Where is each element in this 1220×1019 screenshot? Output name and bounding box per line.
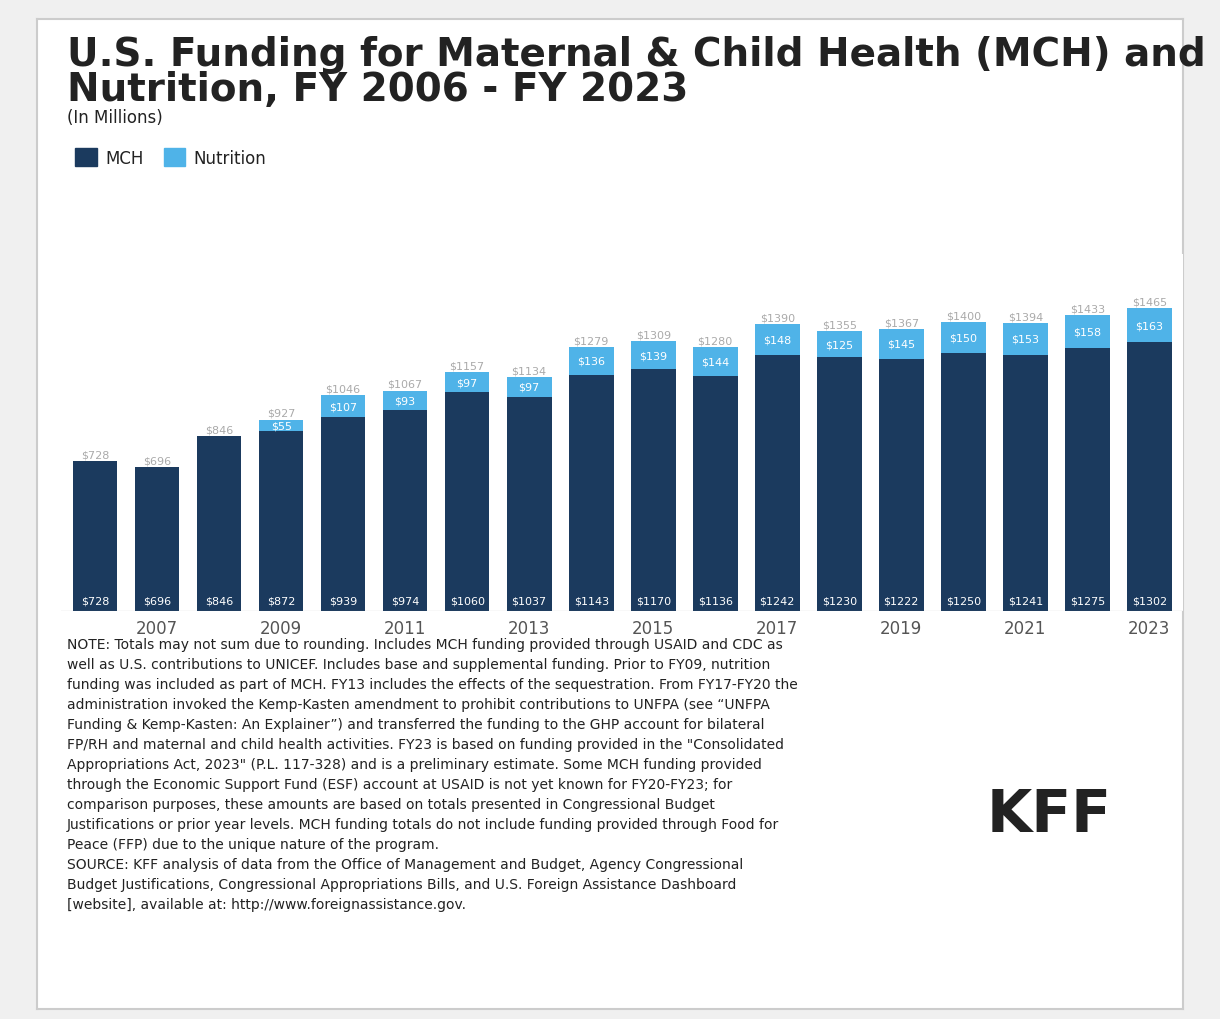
Bar xyxy=(383,411,427,611)
Bar xyxy=(445,373,489,392)
Bar xyxy=(1003,356,1048,611)
Bar xyxy=(321,395,366,418)
Bar xyxy=(134,468,179,611)
Text: $1157: $1157 xyxy=(450,361,484,371)
Text: $1309: $1309 xyxy=(636,330,671,339)
Text: $158: $158 xyxy=(1074,327,1102,337)
Text: $696: $696 xyxy=(143,457,171,466)
Bar xyxy=(817,358,861,611)
Bar xyxy=(1127,342,1171,611)
Bar xyxy=(693,347,738,377)
Bar xyxy=(569,347,614,376)
Bar xyxy=(755,325,799,356)
Text: $974: $974 xyxy=(390,596,420,606)
Text: $696: $696 xyxy=(143,596,171,606)
Text: $1241: $1241 xyxy=(1008,596,1043,606)
Bar xyxy=(259,420,304,431)
Bar xyxy=(941,323,986,354)
Text: $1390: $1390 xyxy=(760,313,794,323)
Text: $145: $145 xyxy=(887,339,915,350)
Bar xyxy=(693,377,738,611)
Text: $1355: $1355 xyxy=(822,320,856,330)
Text: $144: $144 xyxy=(702,358,730,367)
Text: $1275: $1275 xyxy=(1070,596,1105,606)
Text: $1367: $1367 xyxy=(883,318,919,328)
Text: $93: $93 xyxy=(394,395,416,406)
Bar xyxy=(1065,316,1110,348)
Text: $728: $728 xyxy=(81,449,110,460)
Bar xyxy=(196,437,242,611)
Text: $1170: $1170 xyxy=(636,596,671,606)
Text: Nutrition, FY 2006 - FY 2023: Nutrition, FY 2006 - FY 2023 xyxy=(67,71,688,109)
Text: $939: $939 xyxy=(329,596,357,606)
Text: $1433: $1433 xyxy=(1070,304,1105,314)
Text: $1250: $1250 xyxy=(946,596,981,606)
Bar xyxy=(878,360,924,611)
Text: $163: $163 xyxy=(1136,321,1164,331)
Text: $1222: $1222 xyxy=(883,596,919,606)
Text: $148: $148 xyxy=(762,335,792,344)
Bar xyxy=(817,332,861,358)
Text: $1143: $1143 xyxy=(573,596,609,606)
Text: $1279: $1279 xyxy=(573,336,609,345)
Text: $97: $97 xyxy=(518,382,539,392)
Text: $1136: $1136 xyxy=(698,596,733,606)
Bar xyxy=(73,462,117,611)
Text: $1037: $1037 xyxy=(511,596,547,606)
Text: $97: $97 xyxy=(456,378,478,387)
Bar xyxy=(506,377,551,397)
Legend: MCH, Nutrition: MCH, Nutrition xyxy=(76,149,266,167)
Text: $153: $153 xyxy=(1011,334,1039,344)
Bar xyxy=(878,329,924,360)
Text: $139: $139 xyxy=(639,351,667,361)
Text: $927: $927 xyxy=(267,409,295,419)
Text: $1465: $1465 xyxy=(1132,298,1166,308)
Bar xyxy=(1003,324,1048,356)
Text: $55: $55 xyxy=(271,421,292,431)
Bar xyxy=(941,354,986,611)
Text: $1280: $1280 xyxy=(698,335,733,345)
Text: $1134: $1134 xyxy=(511,366,547,376)
Bar xyxy=(1065,348,1110,611)
Text: $1242: $1242 xyxy=(760,596,795,606)
Text: $136: $136 xyxy=(577,357,605,367)
Bar xyxy=(321,418,366,611)
Bar xyxy=(506,397,551,611)
Text: $846: $846 xyxy=(205,596,233,606)
Text: NOTE: Totals may not sum due to rounding. Includes MCH funding provided through : NOTE: Totals may not sum due to rounding… xyxy=(67,637,798,911)
Text: $1394: $1394 xyxy=(1008,312,1043,322)
Bar xyxy=(755,356,799,611)
Bar xyxy=(569,376,614,611)
Text: $872: $872 xyxy=(267,596,295,606)
Text: $1046: $1046 xyxy=(326,384,361,394)
Text: $150: $150 xyxy=(949,333,977,343)
Text: KFF: KFF xyxy=(987,787,1111,844)
Text: $125: $125 xyxy=(825,339,853,350)
Bar xyxy=(445,392,489,611)
Text: $1067: $1067 xyxy=(388,380,422,389)
Text: $1230: $1230 xyxy=(822,596,856,606)
Text: $1302: $1302 xyxy=(1132,596,1166,606)
Text: $1400: $1400 xyxy=(946,311,981,321)
Bar xyxy=(631,341,676,370)
Text: $728: $728 xyxy=(81,596,110,606)
Bar xyxy=(383,391,427,411)
Text: (In Millions): (In Millions) xyxy=(67,109,162,127)
Text: $107: $107 xyxy=(329,401,357,412)
Text: U.S. Funding for Maternal & Child Health (MCH) and: U.S. Funding for Maternal & Child Health… xyxy=(67,36,1205,73)
Bar xyxy=(1127,309,1171,342)
Bar xyxy=(259,431,304,611)
Text: $846: $846 xyxy=(205,425,233,435)
Bar xyxy=(631,370,676,611)
Text: $1060: $1060 xyxy=(450,596,484,606)
